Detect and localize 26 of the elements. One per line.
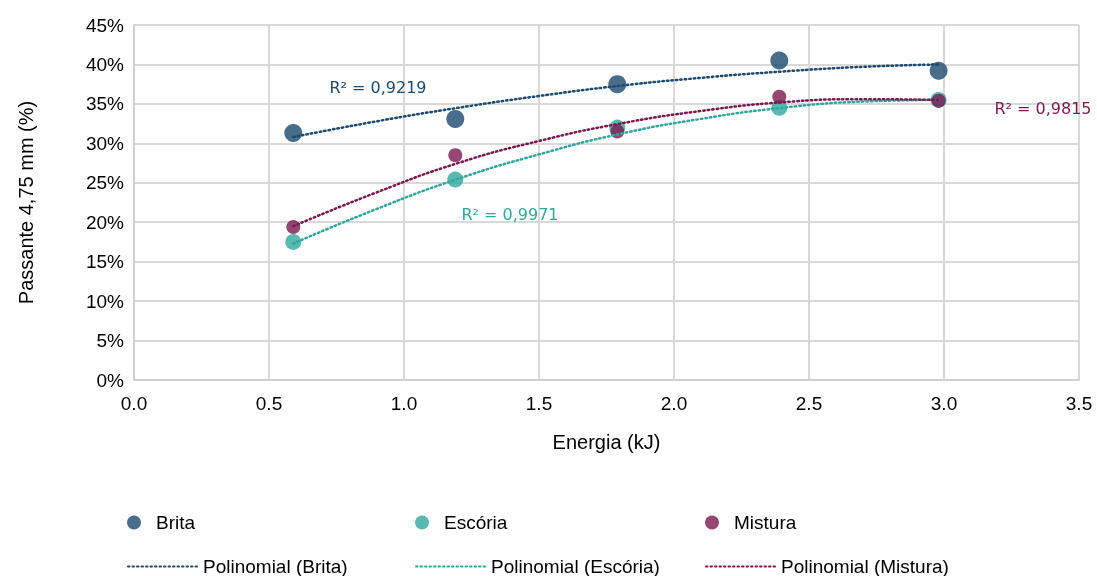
x-axis-title: Energia (kJ) <box>552 431 661 453</box>
x-tick-label: 3.0 <box>930 393 958 414</box>
x-tick-label: 0.5 <box>255 393 283 414</box>
y-tick-label: 20% <box>85 211 125 233</box>
y-tick-label: 0% <box>96 369 125 391</box>
y-tick-label: 30% <box>85 132 125 154</box>
y-tick-label: 10% <box>85 290 125 312</box>
x-tick-label: 1.5 <box>525 393 553 414</box>
x-tick-label: 2.5 <box>795 393 823 414</box>
y-tick-label: 35% <box>85 93 125 115</box>
y-axis-title: Passante 4,75 mm (%) <box>15 100 37 305</box>
annotation: R² = 0,9815 <box>994 98 1092 118</box>
y-tick-label: 25% <box>85 172 125 194</box>
y-tick-label: 40% <box>85 53 125 75</box>
legend-label: Mistura <box>734 512 797 533</box>
y-tick-label: 15% <box>85 251 125 273</box>
annotation: R² = 0,9219 <box>329 77 427 97</box>
x-tick-label: 2.0 <box>660 393 688 414</box>
legend-label: Brita <box>156 512 196 533</box>
annotation: R² = 0,9971 <box>461 204 559 224</box>
y-tick-label: 45% <box>85 14 125 36</box>
x-tick-label: 1.0 <box>390 393 418 414</box>
x-tick-label: 3.5 <box>1065 393 1093 414</box>
y-tick-label: 5% <box>96 330 125 352</box>
legend-label: Escória <box>444 512 508 533</box>
x-tick-label: 0.0 <box>120 393 148 414</box>
